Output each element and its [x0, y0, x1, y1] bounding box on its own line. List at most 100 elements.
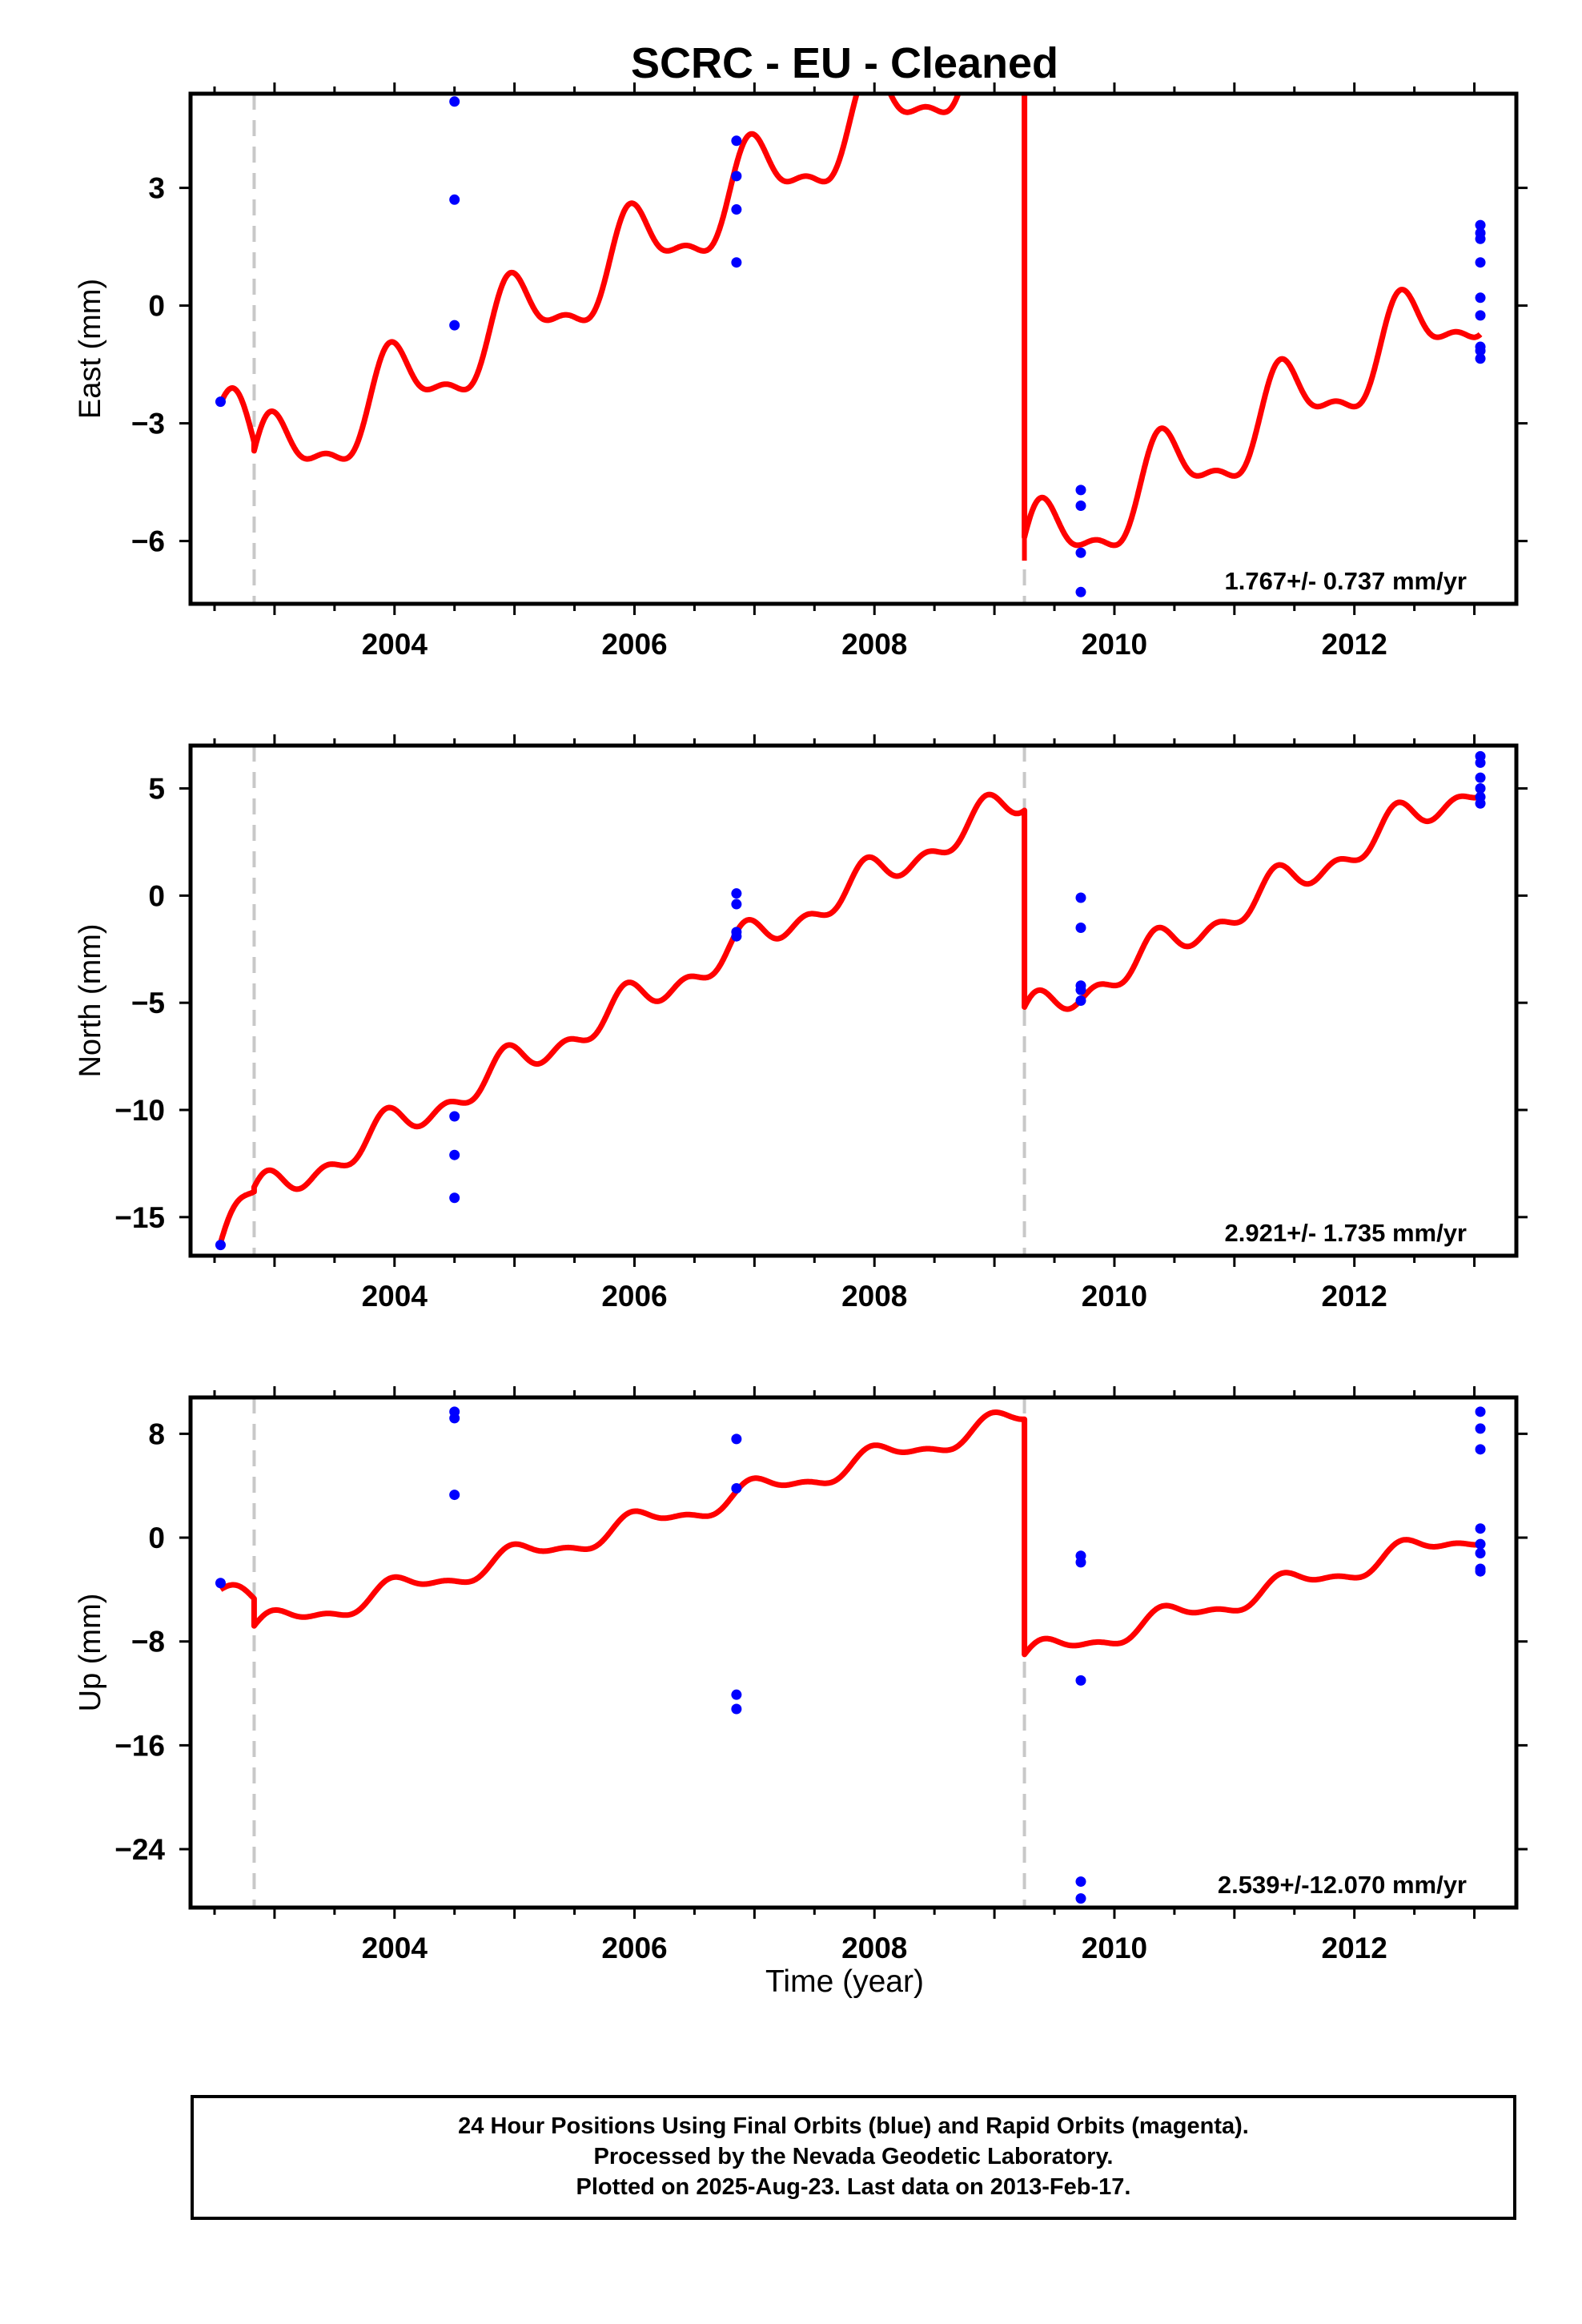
east-data-point-19: [1475, 345, 1486, 356]
north-data-point-18: [1475, 798, 1486, 809]
figure-title: SCRC - EU - Cleaned: [631, 39, 1058, 87]
east-data-point-11: [1075, 586, 1086, 597]
up-rate-label: 2.539+/-12.070 mm/yr: [1218, 1871, 1467, 1899]
up-data-point-10: [1075, 1675, 1086, 1686]
east-x-tick-label-2008: 2008: [841, 628, 907, 661]
up-y-tick-label-neg24: −24: [114, 1833, 165, 1866]
north-x-tick-label-2006: 2006: [601, 1280, 667, 1313]
up-frame: [188, 1395, 1519, 1910]
east-data-point-6: [731, 204, 742, 215]
east-data-point-1: [449, 96, 460, 107]
north-data-point-5: [731, 899, 742, 910]
north-data-point-4: [731, 888, 742, 899]
east-rate-label: 1.767+/- 0.737 mm/yr: [1225, 567, 1467, 595]
footer-line-orbits: 24 Hour Positions Using Final Orbits (bl…: [458, 2113, 1249, 2139]
up-data-point-6: [731, 1689, 742, 1700]
east-data-point-14: [1475, 233, 1486, 244]
north-model-curve: [218, 791, 1483, 1244]
up-y-tick-label-8: 8: [148, 1417, 165, 1450]
east-x-tick-label-2006: 2006: [601, 628, 667, 661]
up-data-point-7: [731, 1703, 742, 1715]
east-y-tick-label-neg6: −6: [131, 525, 165, 558]
up-panel: 2004 2006 2008 2010 2012 8 0 −8 −16 −24 Up (mm) 2.5…: [74, 1386, 1528, 1964]
east-data-point-4: [731, 135, 742, 147]
up-data-point-4: [731, 1433, 742, 1445]
up-data-point-0: [215, 1578, 226, 1589]
east-data-point-7: [731, 257, 742, 268]
east-data-point-8: [1075, 485, 1086, 496]
east-y-tick-label-neg3: −3: [131, 408, 165, 440]
east-data-point-17: [1475, 310, 1486, 321]
east-x-tick-label-2012: 2012: [1322, 628, 1387, 661]
up-data-point-2: [449, 1413, 460, 1424]
north-data-point-7: [731, 931, 742, 942]
east-data-point-10: [1075, 547, 1086, 558]
east-data-point-2: [449, 194, 460, 205]
north-data-point-3: [449, 1192, 460, 1204]
up-data-point-13: [1475, 1406, 1486, 1417]
north-y-tick-label-neg15: −15: [114, 1201, 165, 1234]
north-data-point-2: [449, 1149, 460, 1160]
north-x-tick-label-2010: 2010: [1082, 1280, 1147, 1313]
north-y-tick-label-0: 0: [148, 879, 165, 912]
east-y-tick-label-3: 3: [148, 172, 165, 205]
north-x-tick-label-2012: 2012: [1322, 1280, 1387, 1313]
east-y-axis-label: East (mm): [74, 279, 107, 419]
north-y-tick-label-5: 5: [148, 773, 165, 806]
up-x-tick-label-2010: 2010: [1082, 1932, 1147, 1964]
up-data-point-16: [1475, 1523, 1486, 1534]
up-data-point-14: [1475, 1423, 1486, 1434]
east-data-point-15: [1475, 257, 1486, 268]
east-data-point-20: [1475, 353, 1486, 364]
north-rate-label: 2.921+/- 1.735 mm/yr: [1225, 1219, 1467, 1247]
up-y-tick-label-neg16: −16: [114, 1729, 165, 1762]
footer-caption-box: 24 Hour Positions Using Final Orbits (bl…: [191, 2095, 1516, 2220]
north-data-point-0: [215, 1240, 226, 1251]
panels: 2004 2006 2008 2010 2012 3 0 −3 −6 East (mm) 1.767…: [74, 82, 1528, 1964]
up-y-tick-label-0: 0: [148, 1522, 165, 1554]
north-x-tick-label-2008: 2008: [841, 1280, 907, 1313]
east-panel: 2004 2006 2008 2010 2012 3 0 −3 −6 East (mm) 1.767…: [74, 82, 1528, 661]
up-data-point-12: [1075, 1893, 1086, 1904]
north-panel: 2004 2006 2008 2010 2012 5 0 −5 −10 −15 North (mm)…: [74, 734, 1528, 1313]
north-y-tick-label-neg10: −10: [114, 1094, 165, 1127]
north-y-tick-label-neg5: −5: [131, 987, 165, 1019]
east-data-point-5: [731, 171, 742, 182]
east-data-point-3: [449, 320, 460, 331]
north-data-point-9: [1075, 923, 1086, 933]
east-data-point-0: [215, 396, 226, 408]
up-data-point-15: [1475, 1444, 1486, 1455]
up-model-curve: [219, 1409, 1483, 1658]
east-data-point-12: [1475, 219, 1486, 231]
up-y-axis-label: Up (mm): [74, 1594, 107, 1712]
east-x-tick-label-2004: 2004: [362, 628, 428, 661]
up-x-tick-label-2004: 2004: [362, 1932, 428, 1964]
up-x-tick-label-2012: 2012: [1322, 1932, 1387, 1964]
up-data-point-9: [1075, 1557, 1086, 1568]
east-y-tick-label-0: 0: [148, 290, 165, 323]
up-data-point-20: [1475, 1566, 1486, 1577]
footer-line-processed: Processed by the Nevada Geodetic Laborat…: [593, 2144, 1114, 2169]
north-data-point-11: [1075, 984, 1086, 995]
up-data-point-17: [1475, 1538, 1486, 1550]
up-y-tick-label-neg8: −8: [131, 1626, 165, 1659]
north-data-point-12: [1075, 995, 1086, 1006]
up-data-point-11: [1075, 1876, 1086, 1888]
footer-line-plotted: Plotted on 2025-Aug-23. Last data on 201…: [576, 2174, 1131, 2200]
north-data-point-16: [1475, 783, 1486, 794]
up-data-point-5: [731, 1482, 742, 1494]
east-x-tick-label-2010: 2010: [1082, 628, 1147, 661]
up-data-point-3: [449, 1490, 460, 1501]
up-x-tick-label-2006: 2006: [601, 1932, 667, 1964]
north-y-axis-label: North (mm): [74, 923, 107, 1077]
east-frame: [188, 91, 1519, 606]
up-x-tick-label-2008: 2008: [841, 1932, 907, 1964]
east-data-point-9: [1075, 501, 1086, 511]
north-data-point-1: [449, 1111, 460, 1122]
east-model-curve: [218, 94, 1483, 549]
x-axis-label: Time (year): [765, 1964, 924, 1999]
up-data-point-18: [1475, 1548, 1486, 1559]
north-data-point-8: [1075, 892, 1086, 903]
east-data-point-16: [1475, 292, 1486, 304]
